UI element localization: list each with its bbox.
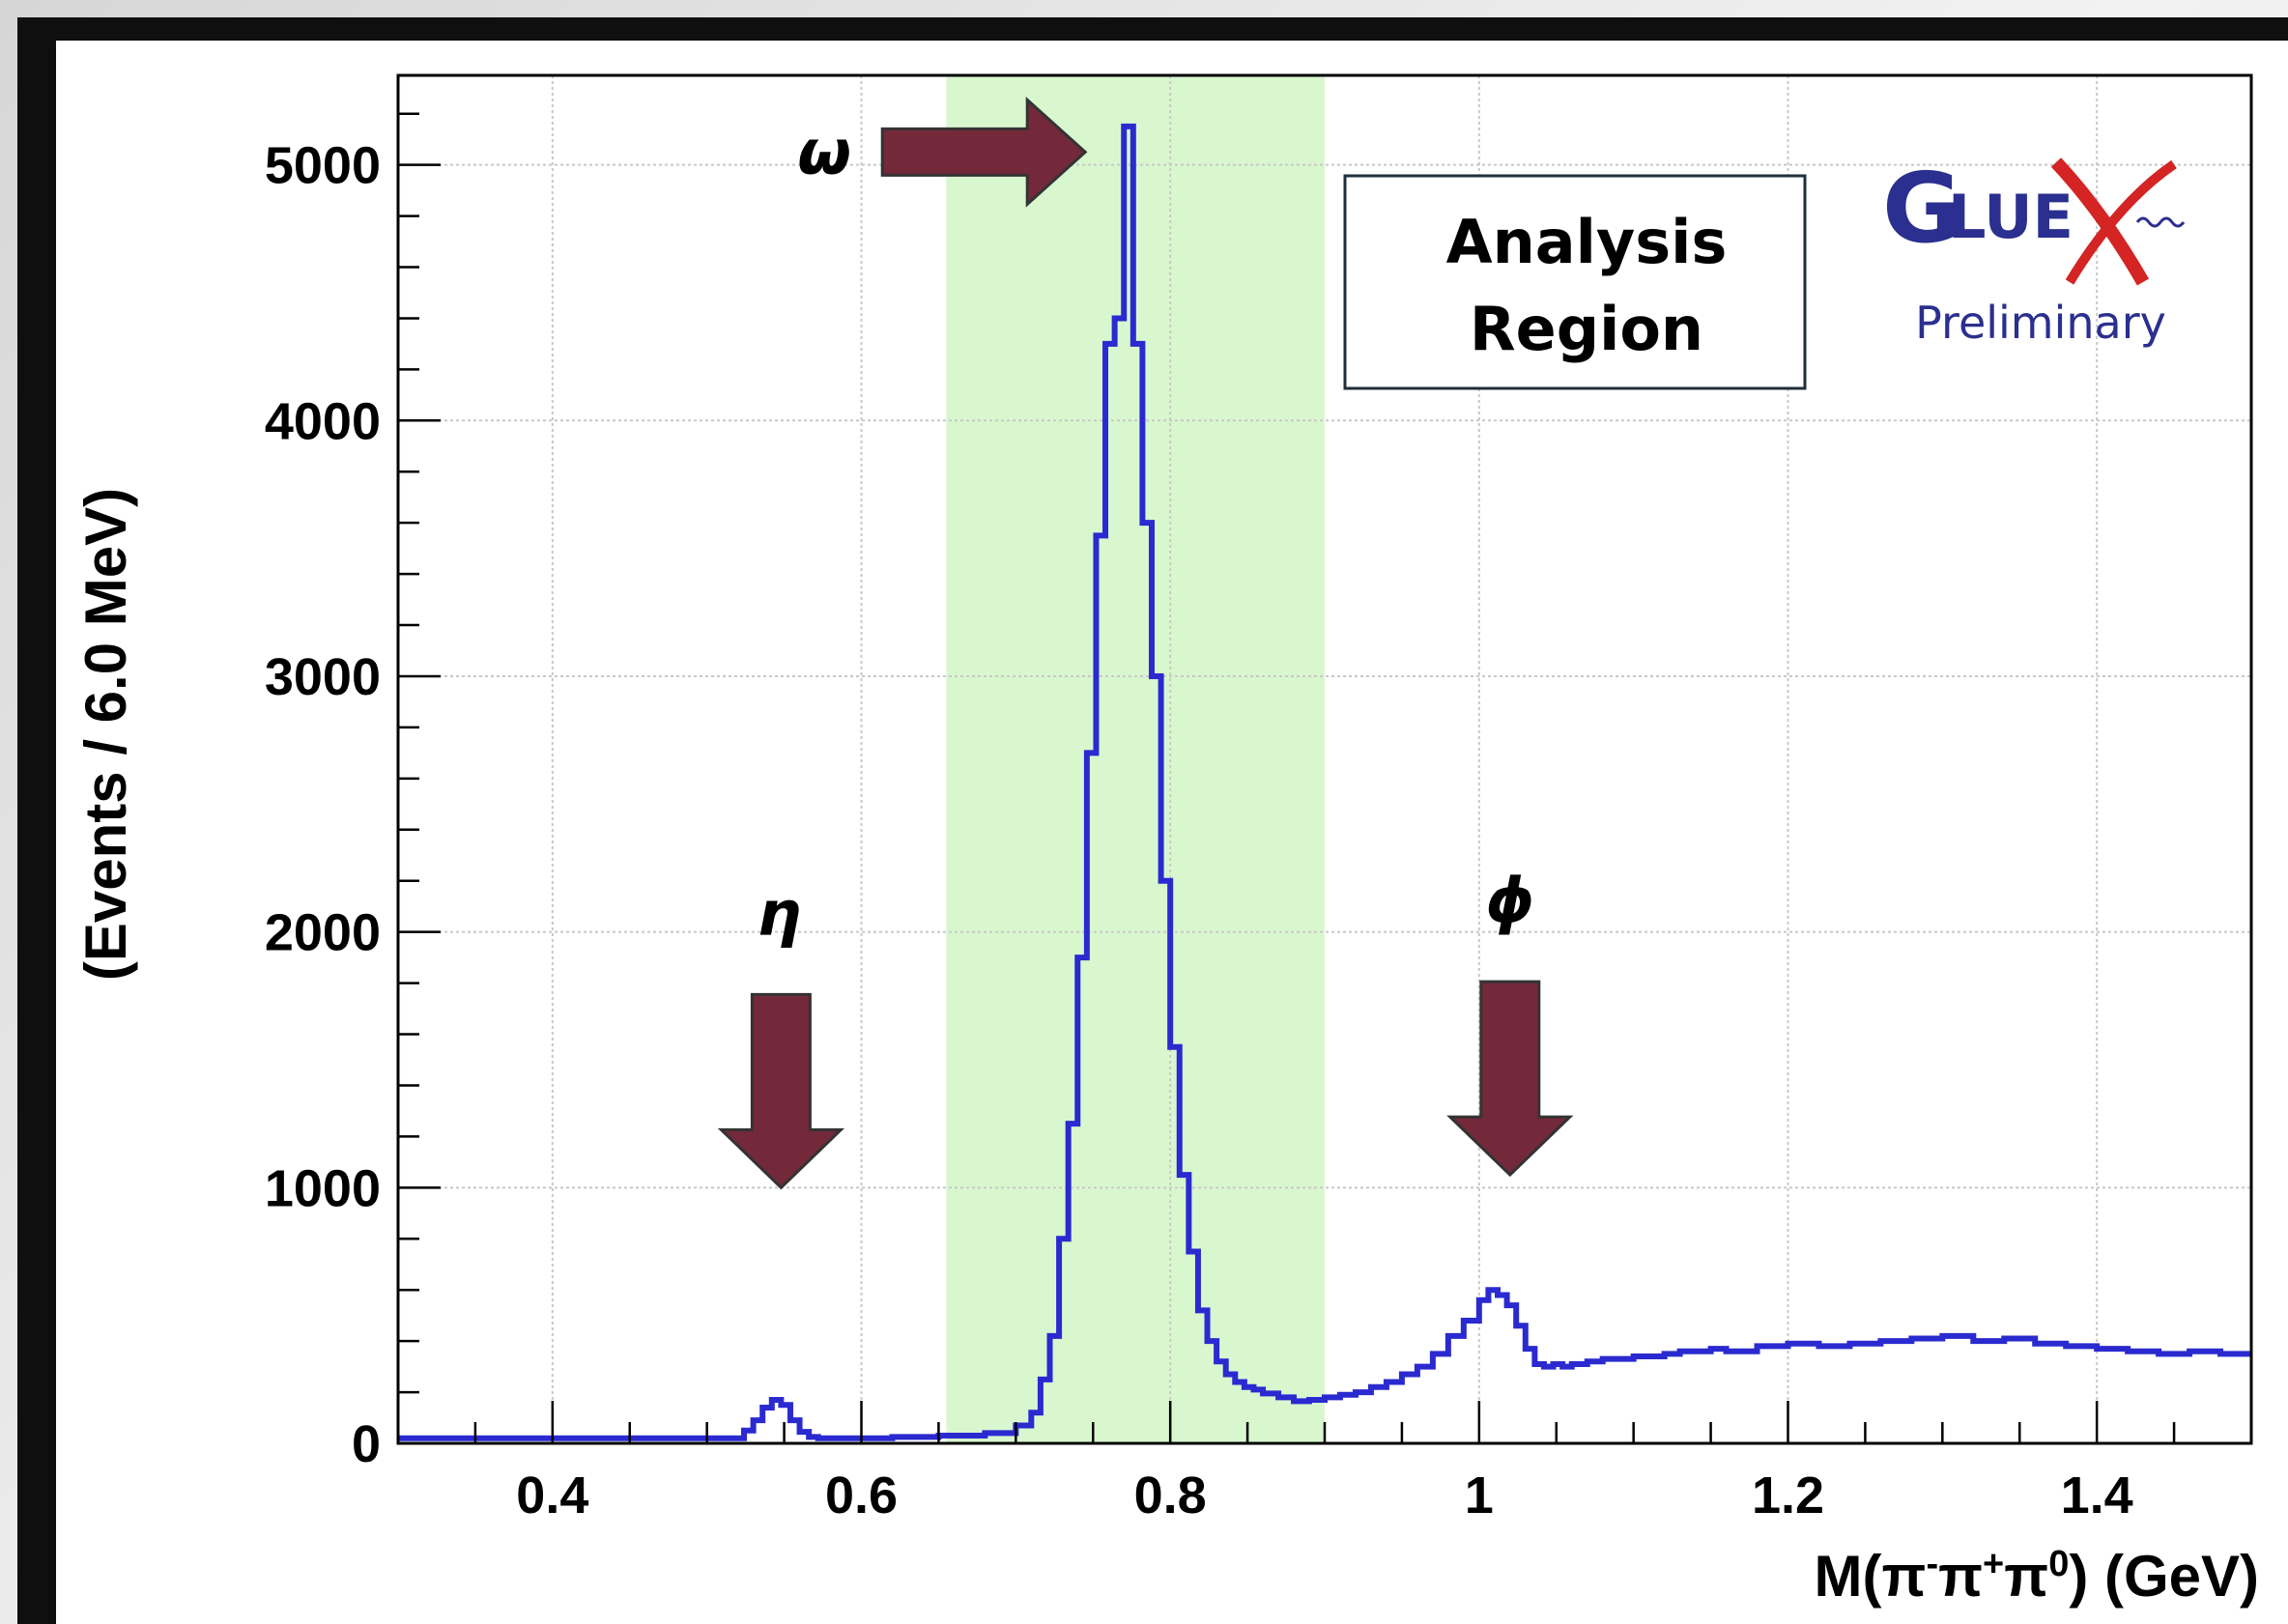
y-tick-label: 2000	[265, 904, 381, 962]
analysis-region-label-line1: Analysis	[1446, 207, 1728, 277]
analysis-region-label-line2: Region	[1470, 294, 1703, 364]
preliminary-label: Preliminary	[1915, 297, 2166, 349]
logo-x-stroke-2	[2065, 159, 2177, 285]
y-tick-labels: 0 1000 2000 3000 4000 5000	[265, 137, 381, 1473]
logo-middle-letters: LUE	[1948, 182, 2074, 252]
x-tick-label: 1.4	[2061, 1467, 2133, 1524]
x-tick-label: 0.6	[825, 1467, 898, 1524]
phi-annotation: ϕ	[1446, 866, 1574, 1178]
logo-x-stroke-1	[2050, 157, 2150, 286]
y-tick-label: 5000	[265, 137, 381, 195]
omega-label: ω	[797, 117, 851, 188]
x-tick-label: 0.4	[516, 1467, 588, 1524]
y-tick-label: 0	[352, 1415, 381, 1473]
mass-histogram-line	[398, 123, 2251, 1441]
particle-annotations: ω η ϕ	[717, 97, 1574, 1190]
axis-ticks	[396, 112, 2253, 1445]
gluex-logo: G LUE Preliminary	[1882, 152, 2186, 349]
x-tick-label: 1.2	[1752, 1467, 1824, 1524]
y-tick-label: 3000	[265, 648, 381, 706]
eta-label: η	[758, 878, 802, 950]
analysis-region-box-border	[1343, 174, 1807, 390]
eta-annotation: η	[717, 878, 845, 1190]
omega-annotation: ω	[797, 97, 1088, 208]
logo-g-letter: G	[1882, 152, 1961, 265]
phi-label: ϕ	[1485, 866, 1534, 937]
x-tick-labels: 0.4 0.6 0.8 1 1.2 1.4	[516, 1467, 2132, 1524]
y-axis-title: (Events / 6.0 MeV)	[73, 488, 138, 981]
x-tick-label: 1	[1465, 1467, 1494, 1524]
logo-wave-icon	[2135, 216, 2186, 228]
x-axis-title: M(π-π+π0) (GeV)	[1815, 1544, 2259, 1609]
y-tick-label: 1000	[265, 1159, 381, 1217]
eta-arrow-icon	[717, 992, 845, 1190]
y-tick-label: 4000	[265, 392, 381, 450]
x-tick-label: 0.8	[1134, 1467, 1207, 1524]
phi-arrow-icon	[1446, 980, 1574, 1178]
analysis-region-box: Analysis Region	[1343, 174, 1807, 390]
omega-arrow-icon	[880, 97, 1088, 208]
